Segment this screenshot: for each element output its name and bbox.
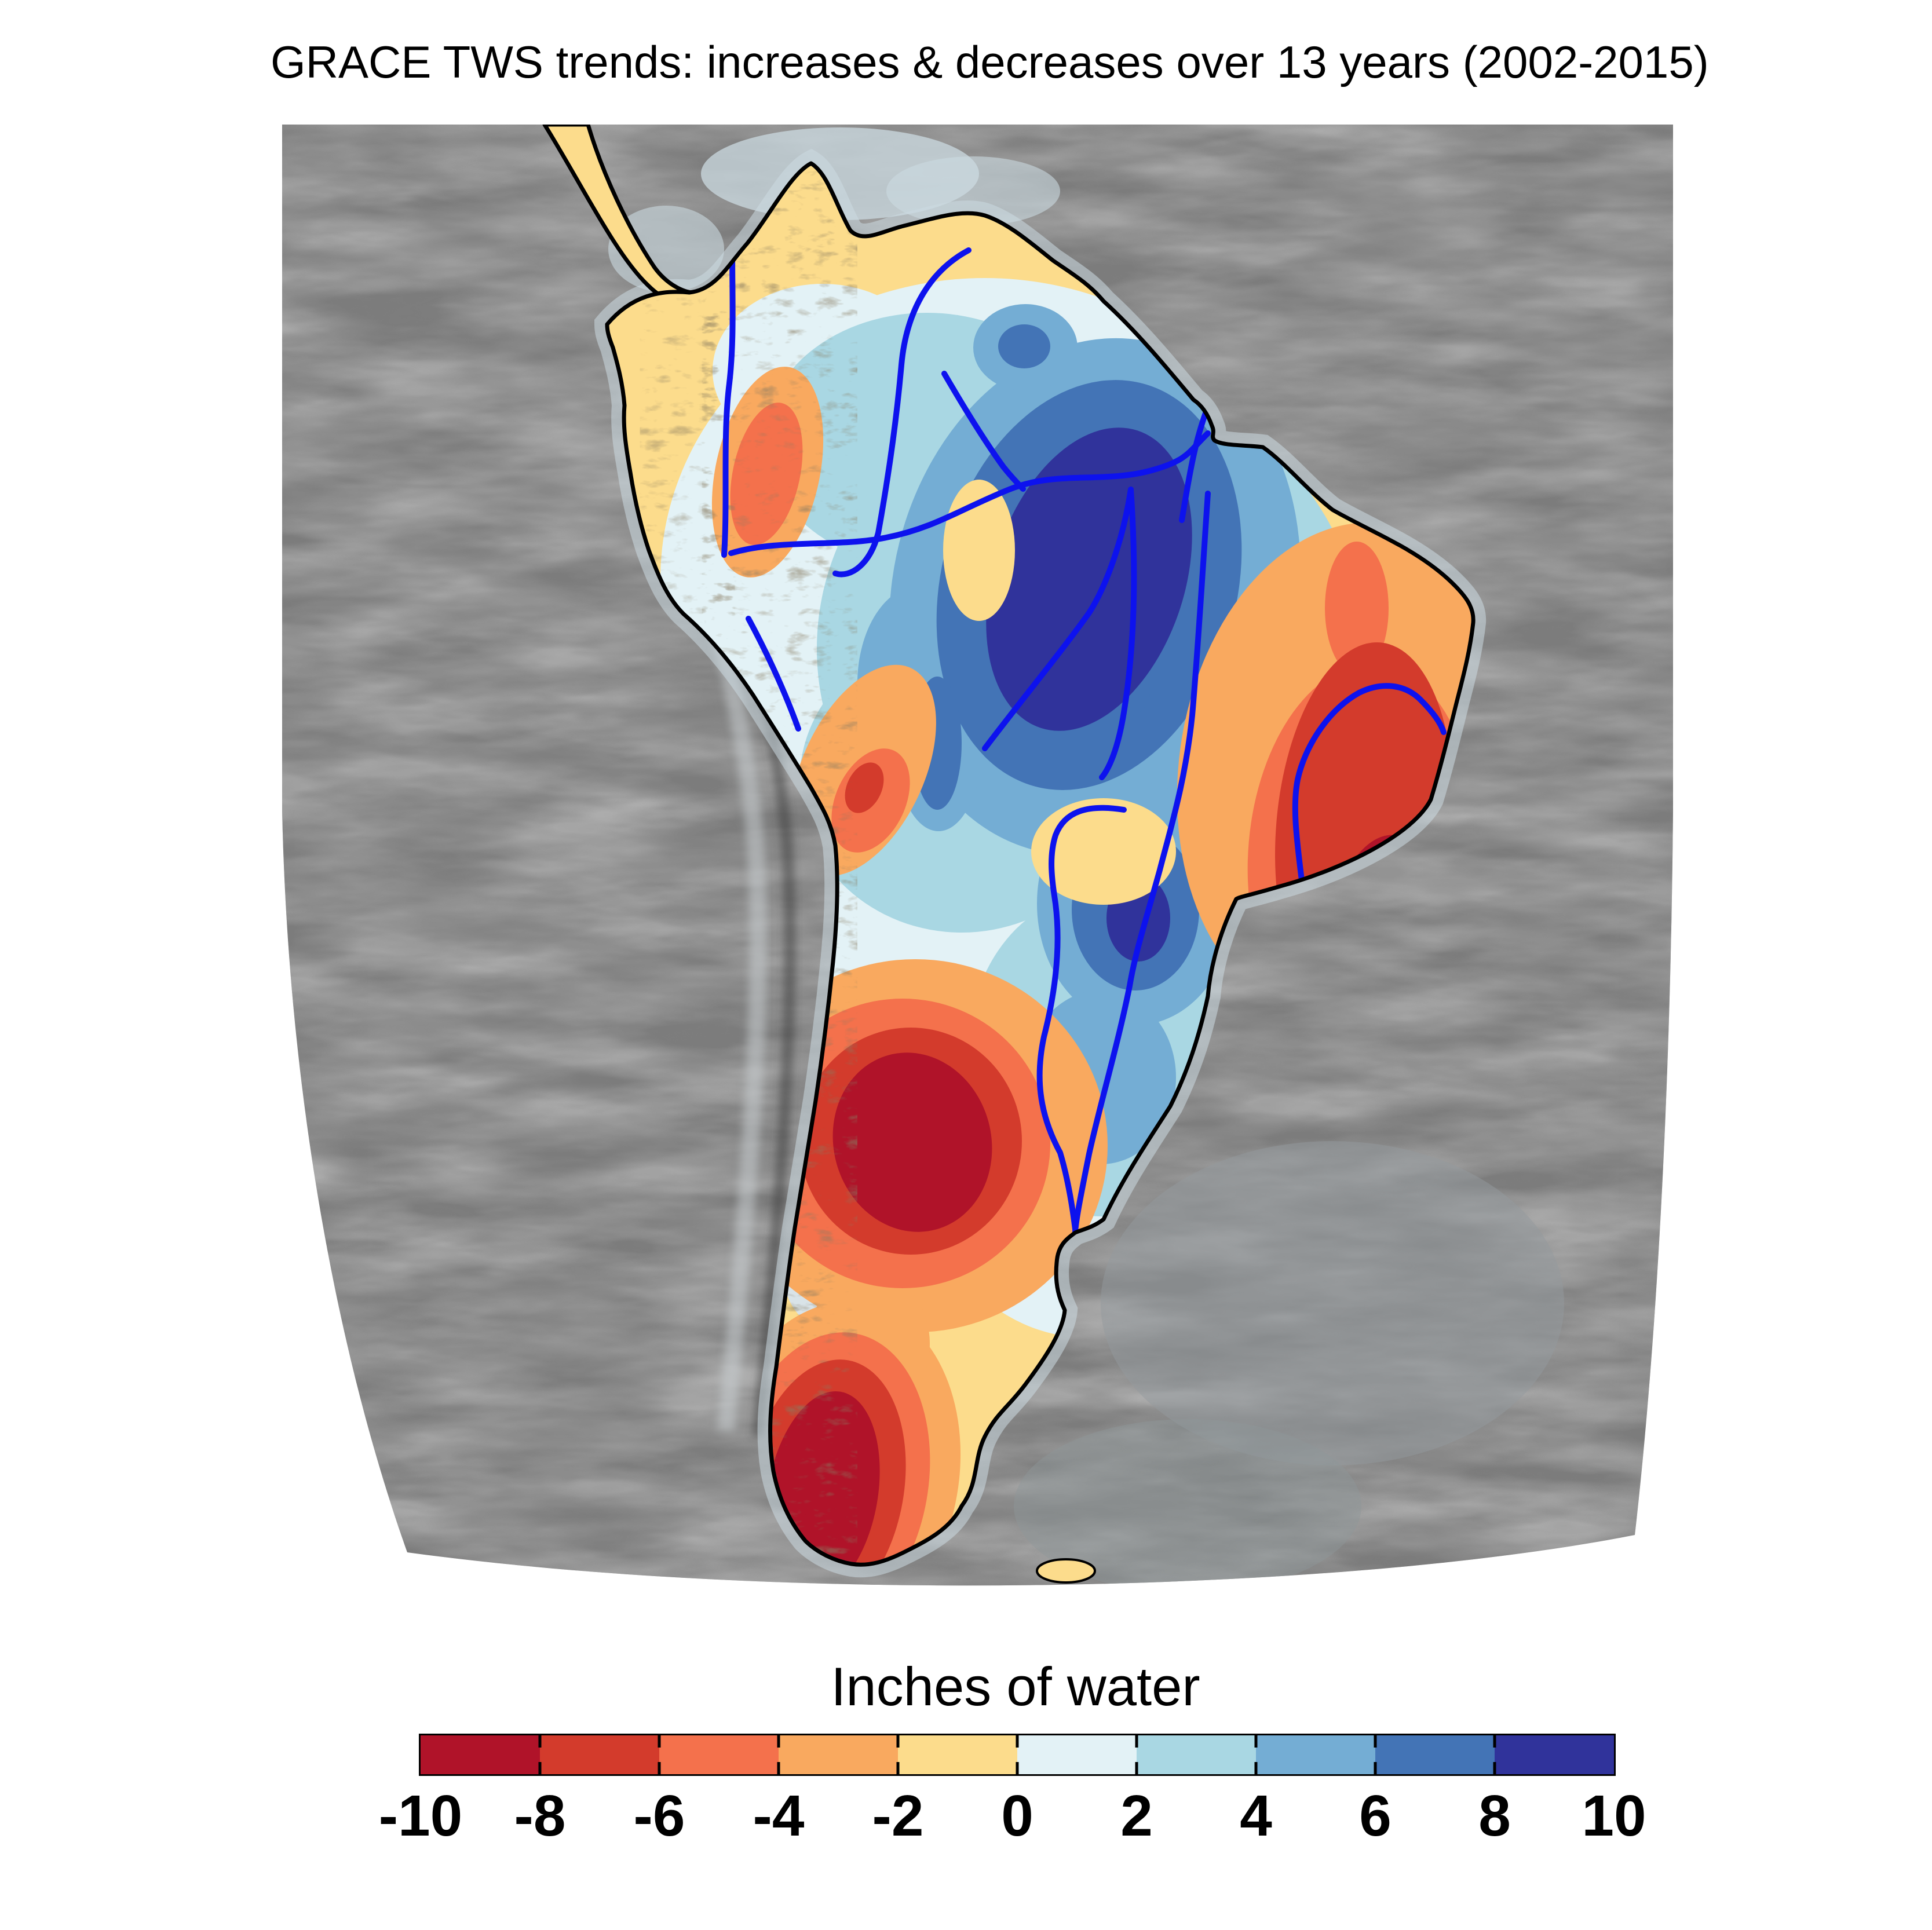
colorbar-tick-label: -8 — [514, 1783, 566, 1848]
colorbar-segment — [1375, 1735, 1495, 1774]
colorbar-segment — [1256, 1735, 1375, 1774]
neutral-tan-islands — [943, 480, 1176, 905]
colorbar-tick-label: 2 — [1120, 1783, 1153, 1848]
river-urubamba — [746, 616, 801, 732]
river-madeira — [982, 487, 1134, 751]
colorbar-segment — [421, 1735, 540, 1774]
colorbar-title: Inches of water — [831, 1656, 1200, 1717]
colorbar-segment — [659, 1735, 779, 1774]
colorbar-segment — [1017, 1735, 1137, 1774]
patagonian-shelf-south — [1014, 1419, 1361, 1586]
colorbar-tick-label: -6 — [633, 1783, 685, 1848]
colorbar-segment — [1137, 1735, 1256, 1774]
colorbar-segment — [540, 1735, 659, 1774]
colorbar-tick-label: -2 — [872, 1783, 924, 1848]
river-xingu-paraguay — [1072, 491, 1211, 1234]
colorbar-tick-label: -4 — [753, 1783, 805, 1848]
river-paraguay-west-branch — [1036, 805, 1127, 1232]
river-lines — [721, 197, 1447, 1234]
colorbar-tick-label: 8 — [1478, 1783, 1511, 1848]
colorbar-segment — [1495, 1735, 1614, 1774]
river-tapajos — [1099, 487, 1137, 780]
river-orinoco — [832, 247, 972, 577]
colorbar-tick-label: 0 — [1001, 1783, 1033, 1848]
colorbar-ticks: -10 -8 -6 -4 -2 0 2 4 6 8 10 — [379, 1783, 1646, 1864]
colorbar-tick-label: 4 — [1240, 1783, 1272, 1848]
colorbar — [419, 1734, 1616, 1776]
river-sao-francisco — [1292, 683, 1447, 888]
colorbar-tick-label: 10 — [1582, 1783, 1646, 1848]
caribbean-shallows-east — [886, 156, 1060, 226]
map-canvas — [282, 125, 1673, 1586]
colorbar-tick-label: -10 — [378, 1783, 463, 1848]
falkland-islands — [1036, 1558, 1096, 1584]
river-essequibo — [1179, 400, 1212, 523]
pampas-dry-core — [832, 1052, 992, 1232]
colorbar-tick-label: 6 — [1359, 1783, 1392, 1848]
figure-title: GRACE TWS trends: increases & decreases … — [271, 36, 1709, 87]
colorbar-segment — [898, 1735, 1017, 1774]
colorbar-segment — [779, 1735, 898, 1774]
patagonian-shelf — [1101, 1141, 1564, 1465]
river-negro — [941, 371, 1026, 492]
river-amazon — [728, 430, 1211, 556]
